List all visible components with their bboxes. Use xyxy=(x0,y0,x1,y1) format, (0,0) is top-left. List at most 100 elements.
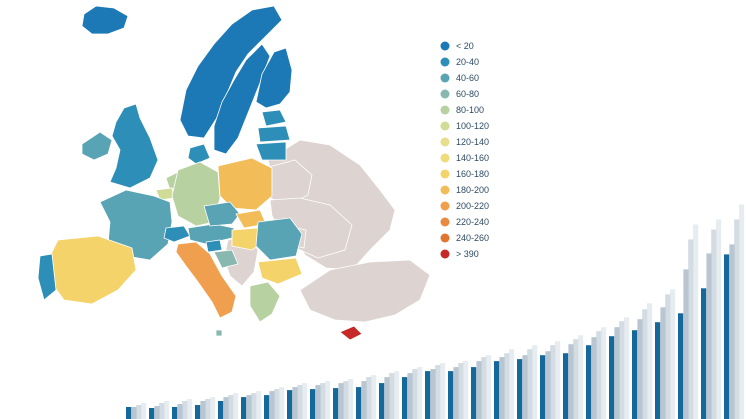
map-region-iceland xyxy=(81,5,129,35)
legend-label: > 390 xyxy=(456,249,479,259)
bar-ghost xyxy=(729,244,735,419)
bar-ghost xyxy=(394,371,400,419)
map-region-france xyxy=(99,189,173,261)
bar-ghost xyxy=(164,401,170,419)
bar-ghost xyxy=(182,401,188,419)
bar-chart xyxy=(126,204,745,419)
bar-ghost xyxy=(412,369,418,419)
bar-ghost xyxy=(706,253,712,419)
bar-ghost xyxy=(486,355,492,419)
map-region-denmark xyxy=(187,143,211,165)
legend-label: 40-60 xyxy=(456,73,479,83)
bar-ghost xyxy=(693,224,699,419)
bar-ghost xyxy=(642,309,648,419)
bar-ghost xyxy=(463,361,469,419)
bar xyxy=(379,383,385,419)
bar xyxy=(310,389,316,419)
bar xyxy=(471,367,477,419)
legend-swatch xyxy=(440,201,450,211)
bar xyxy=(563,353,569,419)
bar-ghost xyxy=(131,407,137,419)
bar-ghost xyxy=(601,327,607,419)
map-region-malta xyxy=(215,329,223,337)
legend-label: 140-160 xyxy=(456,153,489,163)
bar xyxy=(218,401,224,419)
bar-ghost xyxy=(499,357,505,419)
bar-ghost xyxy=(665,294,671,419)
legend-swatch xyxy=(440,57,450,67)
map-region-portugal xyxy=(37,253,57,301)
bar-ghost xyxy=(343,381,349,419)
map-region-slovenia xyxy=(205,239,223,253)
map-region-ireland xyxy=(81,131,113,161)
legend-label: 240-260 xyxy=(456,233,489,243)
bar-ghost xyxy=(292,387,298,419)
bar xyxy=(517,359,523,419)
bar-ghost xyxy=(458,363,464,419)
bar-ghost xyxy=(246,395,252,419)
bar-ghost xyxy=(177,404,183,419)
bar xyxy=(586,345,592,419)
bar-ghost xyxy=(223,397,229,419)
bar-ghost xyxy=(269,391,275,419)
bar xyxy=(425,371,431,419)
bar-ghost xyxy=(624,317,630,419)
map-legend: < 20 20-40 40-60 60-80 80-100 100-120 120-140 1… xyxy=(440,41,489,259)
map-region-sweden xyxy=(213,43,271,155)
bar xyxy=(287,390,293,419)
legend-swatch xyxy=(440,233,450,243)
bar-ghost xyxy=(187,399,193,419)
map-region-norway xyxy=(179,5,283,139)
bar-ghost xyxy=(578,335,584,419)
bar-ghost xyxy=(274,389,280,419)
bar-ghost xyxy=(320,383,326,419)
bar-ghost xyxy=(509,349,515,419)
bar-ghost xyxy=(338,383,344,419)
bar-ghost xyxy=(734,219,740,419)
bar-ghost xyxy=(591,337,597,419)
legend-swatch xyxy=(440,121,450,131)
legend-swatch xyxy=(440,105,450,115)
map-region-czechia xyxy=(203,201,241,227)
map-region-croatia xyxy=(213,249,239,269)
legend-swatch xyxy=(440,41,450,51)
bar-ghost xyxy=(614,327,620,419)
legend-label: < 20 xyxy=(456,41,474,51)
bar-ghost xyxy=(688,239,694,419)
legend-swatch xyxy=(440,137,450,147)
bar xyxy=(126,407,132,419)
bar-ghost xyxy=(251,393,257,419)
bar-ghost xyxy=(279,387,285,419)
map-region-united-kingdom xyxy=(109,103,159,189)
bar xyxy=(149,408,155,419)
legend-swatch xyxy=(440,249,450,259)
bar-ghost xyxy=(435,365,441,419)
bar xyxy=(609,336,615,419)
bar-ghost xyxy=(315,385,321,419)
bar-ghost xyxy=(302,383,308,419)
bar-ghost xyxy=(159,403,165,419)
bar-ghost xyxy=(550,345,556,419)
bar-ghost xyxy=(619,321,625,419)
bar xyxy=(678,313,684,419)
bar-ghost xyxy=(154,406,160,419)
bar-ghost xyxy=(716,219,722,419)
bar xyxy=(655,322,661,419)
bar xyxy=(724,254,730,419)
legend-swatch xyxy=(440,185,450,195)
bar-ghost xyxy=(711,229,717,419)
bar-ghost xyxy=(141,403,147,419)
bar-ghost xyxy=(660,307,666,419)
map-region-finland xyxy=(255,47,293,109)
bar xyxy=(701,288,707,419)
europe-choropleth-map xyxy=(37,5,431,341)
bar-ghost xyxy=(430,369,436,419)
legend-label: 60-80 xyxy=(456,89,479,99)
bar-ghost xyxy=(205,399,211,419)
legend-swatch xyxy=(440,217,450,227)
legend-label: 120-140 xyxy=(456,137,489,147)
bar xyxy=(540,355,546,419)
bar xyxy=(356,387,362,419)
bar-ghost xyxy=(555,341,561,419)
